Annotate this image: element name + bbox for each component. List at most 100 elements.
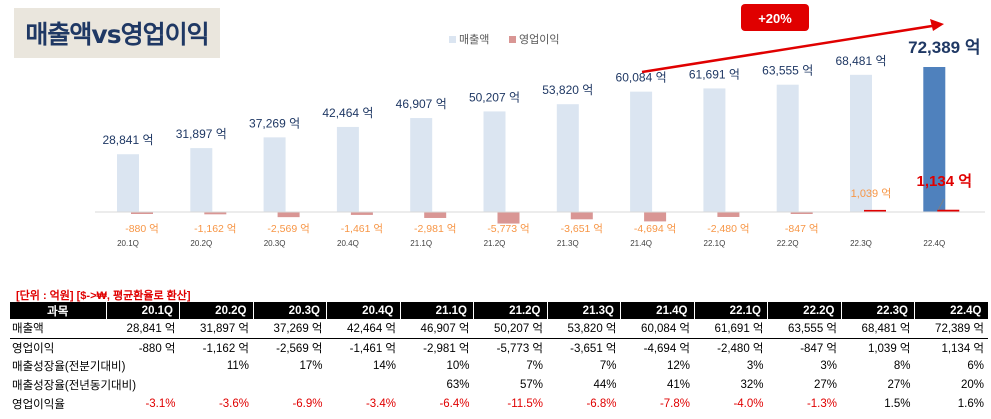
revenue-bar [483,111,506,212]
table-cell: 53,820 억 [547,319,621,339]
profit-data-label: -2,480 억 [707,223,749,235]
profit-bar [497,212,520,224]
table-cell: -4,694 억 [643,342,690,355]
revenue-bar [336,126,359,212]
chart-title-box: 매출액vs영업이익 [14,8,220,58]
table-header-quarter: 20.1Q [106,302,180,319]
profit-bar [570,212,593,220]
table-cell: 57% [519,379,543,392]
table-cell: -880 억 [138,342,176,355]
revenue-bar [850,74,872,212]
table-cell: 1.6% [957,397,984,410]
table-header-quarter: 22.3Q [841,302,915,319]
profit-label-leader [937,198,945,211]
legend-label-revenue: 매출액 [459,33,489,46]
revenue-data-label: 50,207 억 [469,90,520,104]
profit-data-label: -3,651 억 [561,223,603,235]
revenue-data-label: 61,691 억 [689,67,740,81]
table-header-quarter: 21.2Q [473,302,548,319]
table-cell: 61,691 억 [694,319,768,339]
chart-title: 매출액vs영업이익 [25,20,209,49]
revenue-data-label: 68,481 억 [835,54,886,68]
table-cell: -3.4% [365,397,396,410]
legend-label-profit: 영업이익 [519,33,559,46]
profit-bar [937,209,960,212]
table-cell: -2,981 억 [423,342,470,355]
table-cell: 27% [887,379,911,392]
profit-data-label: -880 억 [125,223,159,235]
table-header-quarter: 20.2Q [179,302,254,319]
table-cell: -2,569 억 [276,342,323,355]
table-row: 영업이익 -880 억 -1,162 억 -2,569 억 -1,461 억 -2,981… [10,338,988,357]
table-cell: -1,461 억 [349,342,396,355]
revenue-bar [776,84,799,212]
profit-data-label: 1,039 억 [851,187,892,200]
table-cell [180,376,254,395]
profit-bar [864,209,886,212]
table-header-quarter: 21.1Q [400,302,474,319]
table-cell: -11.5% [507,397,543,410]
revenue-data-label: 42,464 억 [322,106,373,120]
table-cell: -1,162 억 [202,342,249,355]
table-cell: 27% [813,379,837,392]
x-tick-label: 22.2Q [777,239,799,248]
table-cell: 68,481 억 [841,319,915,339]
profit-data-label: -2,981 억 [414,223,456,235]
profit-bar [131,212,153,214]
unit-note: [단위 : 억원] [$->₩, 평균환율로 환산] [16,290,191,302]
table-cell: 7% [599,360,617,373]
table-row: 매출성장율(전분기대비) 11% 17% 14% 10% 7% 7% 12% 3% 3% 8% 6% [10,357,988,376]
table-cell: 1.5% [884,397,911,410]
revenue-data-label: 46,907 억 [396,97,447,111]
table-cell: 10% [446,360,470,373]
profit-bar [717,212,740,217]
table-cell: 50,207 억 [473,319,547,339]
table-cell: 37,269 억 [253,319,327,339]
table-cell: 3% [746,360,764,373]
x-tick-label: 22.4Q [923,239,945,248]
profit-bar [204,212,227,215]
table-cell: -2,480 억 [717,342,764,355]
revenue-bar [410,118,433,212]
revenue-data-label: 37,269 억 [249,116,300,130]
table-cell: 6% [967,360,984,373]
table-cell [327,376,401,395]
table-cell: -6.9% [292,397,323,410]
financial-table: 과목 20.1Q 20.2Q 20.3Q 20.4Q 21.1Q 21.2Q 21.3Q 21.… [10,302,989,413]
table-cell [253,376,327,395]
table-cell: -3,651 억 [570,342,617,355]
table-cell: -4.0% [733,397,764,410]
table-cell: 41% [666,379,690,392]
table-cell: 44% [593,379,617,392]
profit-data-label: -2,569 억 [267,223,309,235]
table-cell: 72,389 억 [914,319,988,339]
profit-data-label: -847 억 [785,223,819,235]
table-cell: -3.1% [145,397,176,410]
revenue-data-label: 31,897 억 [176,127,227,141]
x-tick-label: 21.1Q [410,239,432,248]
profit-bar [790,212,813,214]
table-row-label: 영업이익 [12,342,55,355]
revenue-bar [117,154,139,212]
table-header-row: 과목 20.1Q 20.2Q 20.3Q 20.4Q 21.1Q 21.2Q 21.3Q 21.… [10,302,989,319]
revenue-data-label: 53,820 억 [542,83,593,97]
table-row: 매출액 28,841 억 31,897 억 37,269 억 42,464 억 46,90… [10,319,988,339]
table-header-quarter: 20.4Q [326,302,401,319]
profit-bar [350,212,373,215]
revenue-bar [190,148,213,212]
growth-badge-label: +20% [758,11,792,26]
table-cell: -1.3% [806,397,837,410]
table-row-label: 매출성장율(전년동기대비) [12,380,137,393]
legend-swatch-profit [509,36,516,43]
growth-arrow-line [641,24,933,74]
profit-data-label: -4,694 억 [634,223,676,235]
table-cell: 14% [372,360,396,373]
table-row: 영업이익율 -3.1% -3.6% -6.9% -3.4% -6.4% -11.5% -6.8… [10,394,988,413]
table-cell: 32% [740,379,764,392]
table-cell: 63,555 억 [767,319,841,339]
profit-bar [424,212,447,218]
revenue-bar [556,104,579,212]
table-cell: 28,841 억 [106,319,180,339]
profit-data-label: 1,134 억 [917,172,973,190]
table-cell: 42,464 억 [326,319,400,339]
